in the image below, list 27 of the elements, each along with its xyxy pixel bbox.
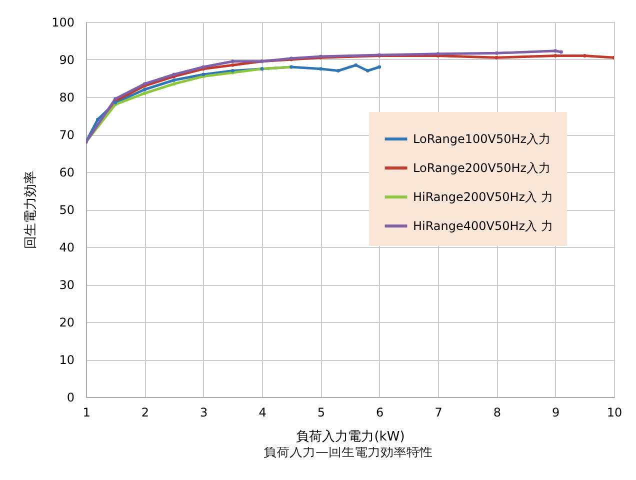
x-tick-label: 10 (606, 406, 622, 420)
y-tick-label: 80 (59, 90, 74, 104)
y-tick-label: 20 (59, 316, 74, 330)
y-tick-label: 60 (59, 166, 74, 180)
x-tick-label: 4 (258, 406, 266, 420)
x-tick-label: 1 (82, 406, 90, 420)
x-tick-label: 6 (376, 406, 384, 420)
y-axis-title: 回生電力効率 (22, 171, 39, 249)
y-tick-label: 0 (66, 390, 74, 404)
y-tick-label: 40 (59, 240, 74, 254)
x-axis-title: 負荷入力電力(kW) (296, 430, 405, 444)
y-tick-label: 30 (59, 278, 74, 292)
x-tick-label: 8 (493, 406, 501, 420)
legend-label: HiRange400V50Hz入 力 (413, 219, 553, 233)
x-tick-label: 5 (317, 406, 325, 420)
y-tick-label: 70 (59, 128, 74, 142)
y-tick-label: 90 (59, 53, 74, 67)
x-tick-label: 9 (552, 406, 560, 420)
x-tick-label: 2 (141, 406, 149, 420)
legend-label: HiRange200V50Hz入 力 (413, 190, 553, 204)
y-tick-label: 100 (52, 16, 74, 30)
x-tick-label: 7 (434, 406, 442, 420)
y-tick-label: 50 (59, 203, 74, 217)
y-tick-label: 10 (59, 353, 74, 367)
legend-label: LoRange200V50Hz入力 (413, 161, 551, 175)
x-tick-label: 3 (200, 406, 208, 420)
legend-label: LoRange100V50Hz入力 (413, 132, 551, 146)
